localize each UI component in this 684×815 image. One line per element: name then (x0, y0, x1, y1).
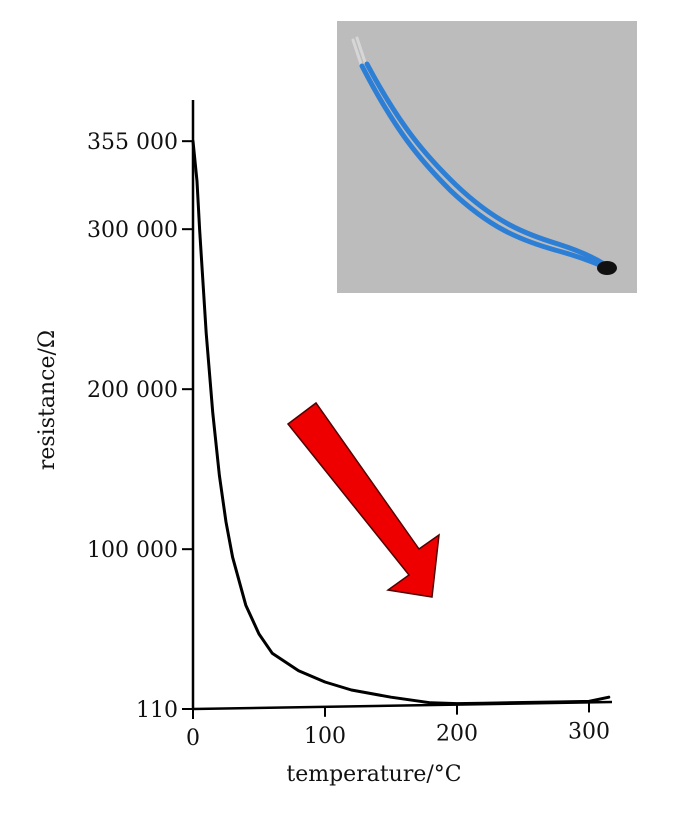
wire-tips (351, 36, 368, 69)
wire-left (359, 63, 605, 269)
red-arrow (286, 401, 440, 598)
photo-background (337, 21, 637, 293)
y-tick-label: 110 (136, 698, 178, 723)
x-tick-label: 100 (304, 724, 346, 749)
x-ticks: 0 100 200 300 (186, 702, 610, 751)
x-tick-label: 0 (186, 726, 200, 751)
y-tick-label: 100 000 (87, 538, 178, 563)
x-axis-label: temperature/°C (286, 762, 461, 787)
y-ticks: 110 100 000 200 000 300 000 355 000 (87, 130, 193, 723)
y-tick-label: 355 000 (87, 130, 178, 155)
x-tick-label: 300 (568, 719, 610, 744)
thermistor-photo (337, 21, 637, 293)
y-tick-label: 300 000 (87, 218, 178, 243)
x-tick-label: 200 (436, 722, 478, 747)
y-tick-label: 200 000 (87, 378, 178, 403)
resistance-curve (191, 139, 611, 706)
thermistor-bead (597, 261, 617, 275)
wire-right (364, 61, 607, 267)
y-axis-label: resistance/Ω (35, 330, 60, 470)
